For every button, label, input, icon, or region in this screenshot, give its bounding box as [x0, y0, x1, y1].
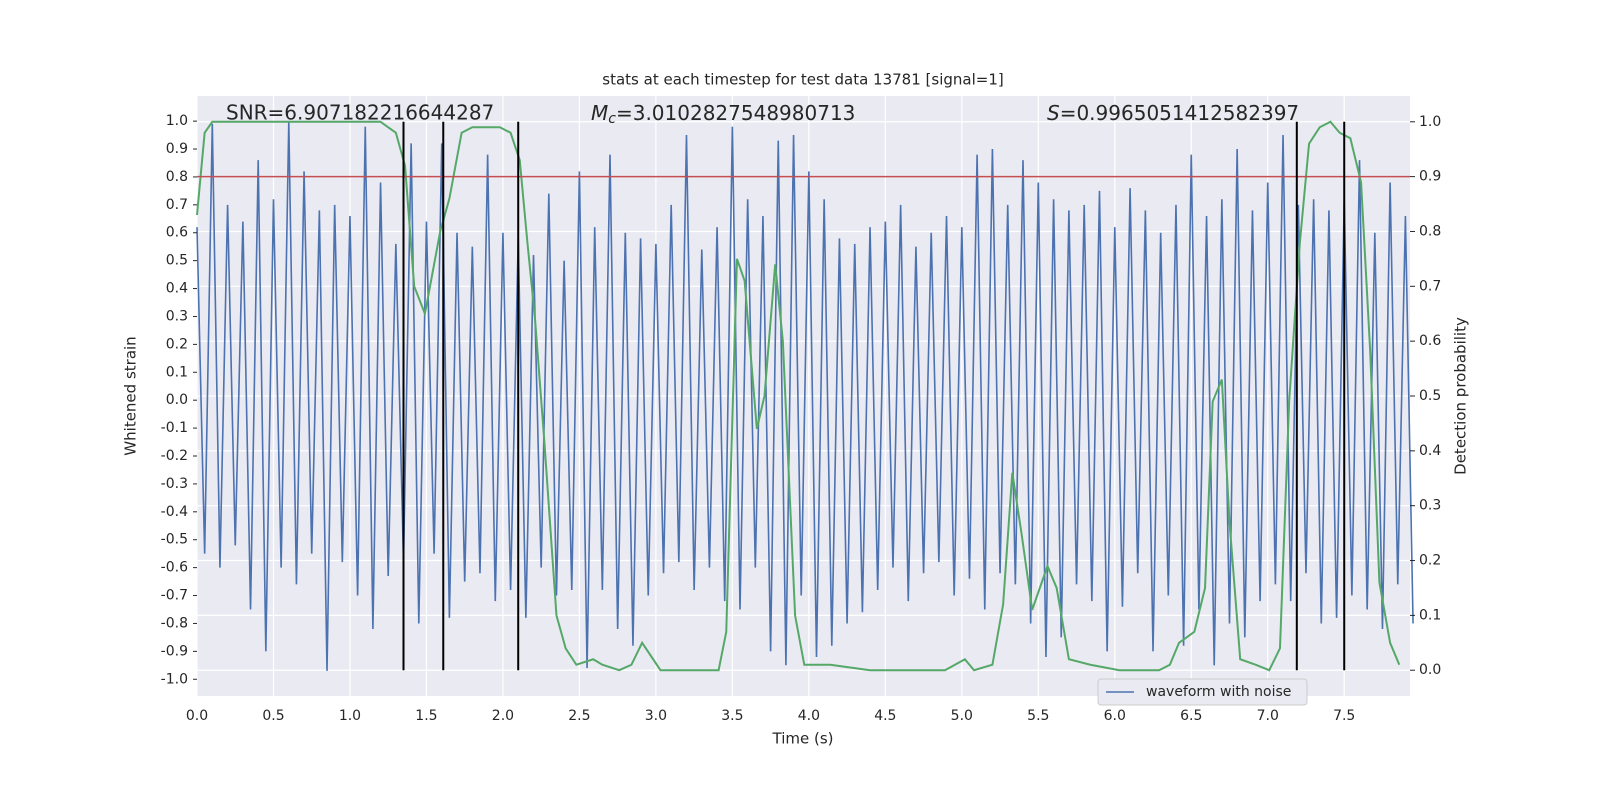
- annotation-subscript: c: [608, 111, 616, 127]
- annotation: S=0.9965051412582397: [1047, 101, 1299, 125]
- y2-tick-label: 0.0: [1419, 662, 1441, 678]
- annotation: Mc=3.0102827548980713: [591, 101, 855, 128]
- y-tick-label: -0.1: [161, 420, 188, 436]
- y-tick-label: 0.1: [166, 364, 188, 380]
- y-tick-label: 0.8: [166, 169, 188, 185]
- y-tick-label: 0.5: [166, 253, 188, 269]
- x-tick-label: 7.0: [1257, 708, 1279, 724]
- y-tick-label: 0.3: [166, 308, 188, 324]
- annotation-symbol: M: [591, 101, 608, 125]
- probability-line: [196, 120, 1401, 672]
- legend-box: [1097, 678, 1308, 706]
- x-tick-label: 1.0: [339, 708, 361, 724]
- y-tick-label: 0.6: [166, 225, 188, 241]
- x-tick-label: 4.5: [874, 708, 896, 724]
- y-tick-label: 1.0: [166, 113, 188, 129]
- y-tick-label: 0.2: [166, 336, 188, 352]
- legend-label: waveform with noise: [1146, 684, 1291, 700]
- y-tick-label: 0.9: [166, 141, 188, 157]
- y-tick-label: -0.3: [161, 476, 188, 492]
- x-tick-label: 5.0: [951, 708, 973, 724]
- y-tick-label: -0.2: [161, 448, 188, 464]
- y-tick-label: -0.7: [161, 588, 188, 604]
- y-tick-label: -1.0: [161, 671, 188, 687]
- y-axis-label: Whitened strain: [122, 336, 140, 455]
- x-tick-label: 5.5: [1027, 708, 1049, 724]
- y-tick-label: -0.6: [161, 560, 188, 576]
- y-tick-label: 0.4: [166, 281, 188, 297]
- x-tick-label: 1.5: [415, 708, 437, 724]
- annotation-text: =3.0102827548980713: [616, 101, 855, 125]
- annotation: SNR=6.907182216644287: [226, 101, 494, 125]
- legend: waveform with noise: [1097, 678, 1308, 706]
- y2-tick-label: 0.6: [1419, 333, 1441, 349]
- y-tick-label: -0.9: [161, 643, 188, 659]
- x-tick-label: 6.5: [1180, 708, 1202, 724]
- x-axis-label: Time (s): [772, 730, 834, 748]
- x-tick-label: 2.0: [492, 708, 514, 724]
- y-tick-label: 0.0: [166, 392, 188, 408]
- y-tick-label: 0.7: [166, 197, 188, 213]
- y2-tick-label: 0.7: [1419, 278, 1441, 294]
- marks: [196, 120, 1414, 672]
- x-tick-label: 4.0: [798, 708, 820, 724]
- y-tick-label: -0.4: [161, 504, 188, 520]
- y-tick-label: -0.5: [161, 532, 188, 548]
- x-tick-label: 0.0: [186, 708, 208, 724]
- y2-tick-label: 0.4: [1419, 443, 1441, 459]
- y2-tick-label: 0.5: [1419, 388, 1441, 404]
- x-tick-label: 3.0: [645, 708, 667, 724]
- x-tick-label: 3.5: [721, 708, 743, 724]
- annotation-symbol: S: [1047, 101, 1060, 125]
- y-tick-label: -0.8: [161, 615, 188, 631]
- x-tick-label: 6.0: [1104, 708, 1126, 724]
- x-tick-label: 0.5: [262, 708, 284, 724]
- x-tick-label: 2.5: [568, 708, 590, 724]
- y2-tick-label: 0.9: [1419, 169, 1441, 185]
- y2-tick-label: 0.2: [1419, 553, 1441, 569]
- y2-tick-label: 0.8: [1419, 223, 1441, 239]
- y2-axis-label: Detection probability: [1452, 317, 1470, 475]
- chart-title: stats at each timestep for test data 137…: [602, 71, 1003, 89]
- y2-tick-label: 1.0: [1419, 114, 1441, 130]
- y2-tick-label: 0.1: [1419, 607, 1441, 623]
- y2-tick-label: 0.3: [1419, 498, 1441, 514]
- x-tick-label: 7.5: [1333, 708, 1355, 724]
- annotation-text: =0.9965051412582397: [1060, 101, 1299, 125]
